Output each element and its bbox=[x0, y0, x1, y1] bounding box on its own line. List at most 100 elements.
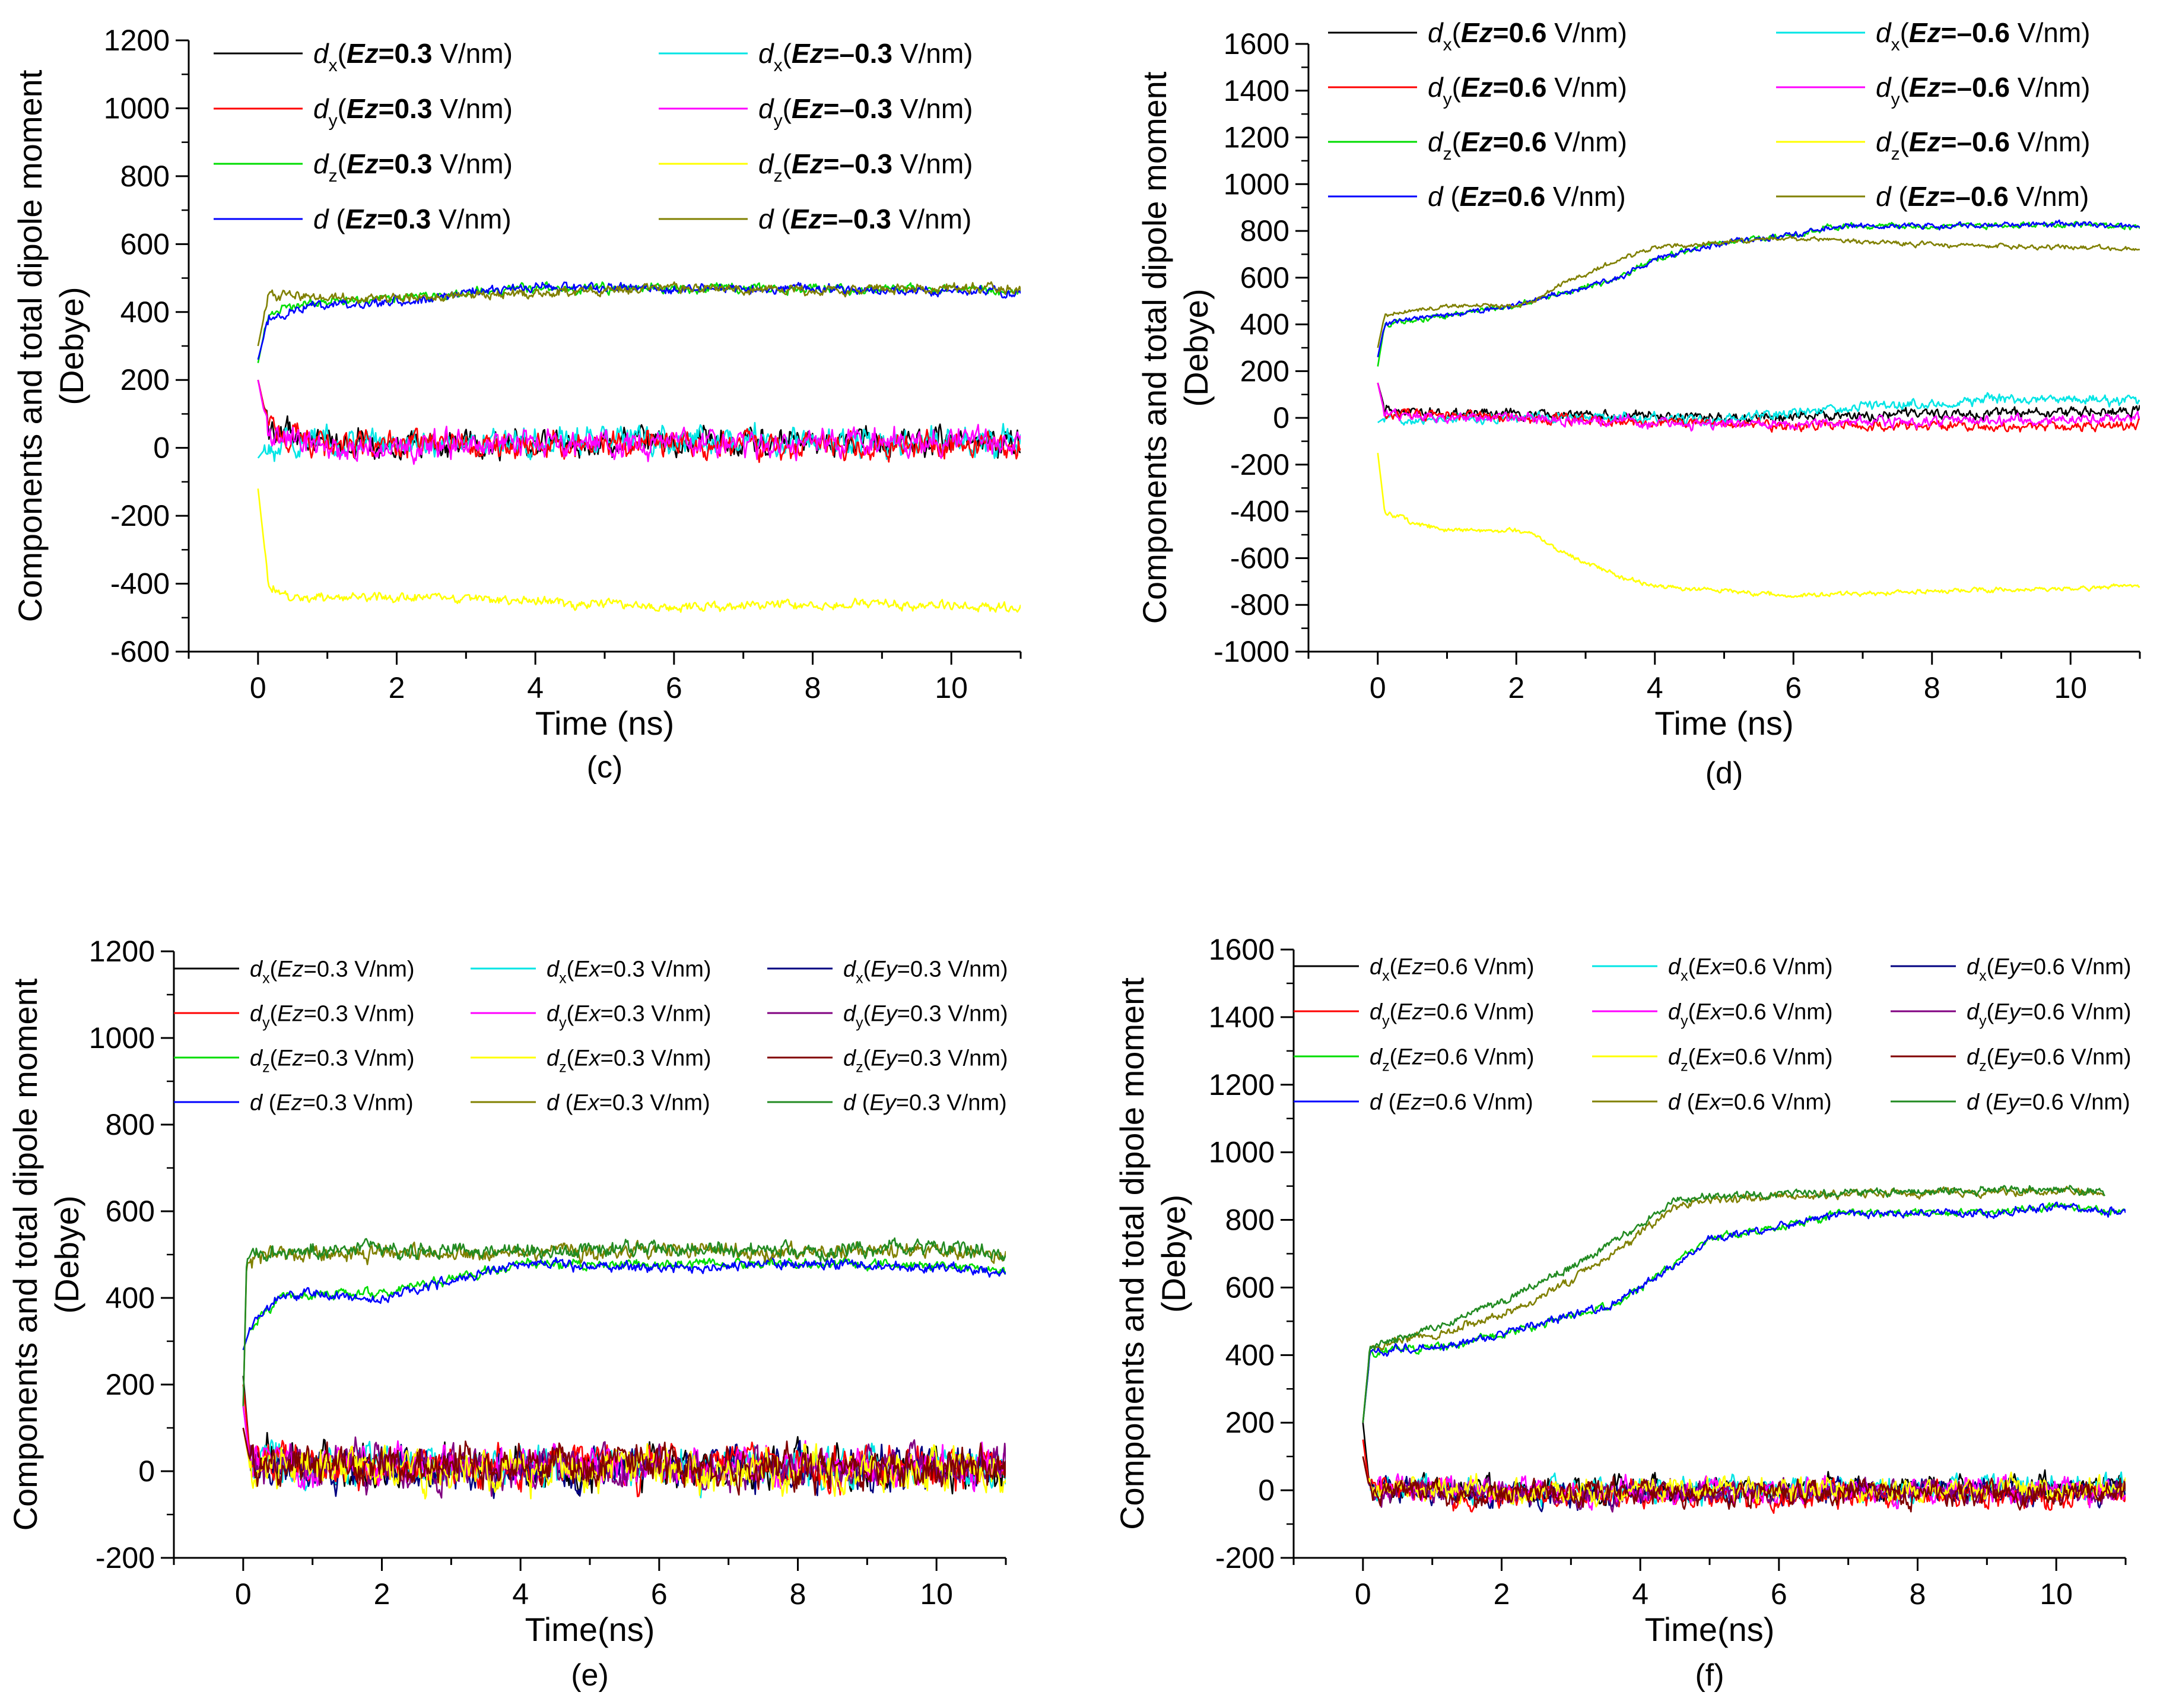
y-tick-label: 1000 bbox=[104, 91, 170, 125]
y-tick-label: 400 bbox=[1240, 308, 1289, 341]
legend-entry: dz(Ex=0.3 V/nm) bbox=[547, 1046, 711, 1075]
x-tick-label: 2 bbox=[389, 671, 405, 704]
legend-entry: d (Ey=0.3 V/nm) bbox=[843, 1090, 1007, 1115]
x-tick-label: 2 bbox=[1494, 1577, 1510, 1611]
legend: dx(Ez=0.6 V/nm) dx(Ez=–0.6 V/nm) dy(Ez=0.6… bbox=[1328, 17, 2090, 212]
y-axis-title: Components and total dipole moment (Debye… bbox=[1136, 71, 1215, 624]
legend-entry: dy(Ez=–0.6 V/nm) bbox=[1876, 72, 2090, 109]
legend-entry: dx(Ez=–0.3 V/nm) bbox=[758, 38, 973, 75]
series-line bbox=[1377, 234, 2140, 348]
y-axis-title-line1: Components and total dipole moment bbox=[11, 69, 49, 622]
y-tick-label: -600 bbox=[1230, 541, 1289, 574]
legend-entry: dy(Ey=0.3 V/nm) bbox=[843, 1001, 1008, 1031]
panel-caption: (f) bbox=[1695, 1658, 1724, 1693]
chart-panel-e: -200 0 200 400 600 800 1000 1200 0 2 4 6 8 10 Time(ns)… bbox=[7, 935, 1008, 1693]
x-tick-label: 8 bbox=[805, 671, 821, 704]
legend-entry: dz(Ez=0.3 V/nm) bbox=[313, 148, 513, 186]
series-line bbox=[242, 1427, 1006, 1496]
series-group bbox=[257, 281, 1021, 613]
legend-entry: dx(Ez=0.3 V/nm) bbox=[313, 38, 513, 75]
legend-entry: d (Ex=0.6 V/nm) bbox=[1668, 1090, 1832, 1115]
series-line bbox=[257, 281, 1021, 347]
legend-entry: dy(Ez=0.6 V/nm) bbox=[1370, 999, 1535, 1029]
y-axis-title-line1: Components and total dipole moment bbox=[7, 978, 44, 1531]
y-tick-label: 200 bbox=[120, 363, 170, 396]
y-tick-label: -400 bbox=[110, 567, 170, 601]
y-axis-title-line2: (Debye) bbox=[48, 1195, 85, 1313]
y-tick-label: 0 bbox=[138, 1455, 155, 1488]
x-tick-label: 4 bbox=[1647, 671, 1663, 704]
y-tick-label: 0 bbox=[1258, 1474, 1275, 1507]
x-tick-label: 8 bbox=[790, 1577, 806, 1611]
y-axis-title-line1: Components and total dipole moment bbox=[1136, 71, 1173, 624]
series-line bbox=[1377, 221, 2140, 367]
series-line bbox=[1362, 1456, 2126, 1513]
legend-entry: d (Ez=0.3 V/nm) bbox=[250, 1090, 414, 1115]
y-tick-label: 400 bbox=[106, 1281, 155, 1315]
legend-entry: d (Ez=0.6 V/nm) bbox=[1370, 1090, 1533, 1115]
legend-entry: dz(Ez=0.6 V/nm) bbox=[1370, 1045, 1535, 1074]
legend-entry: dz(Ex=0.6 V/nm) bbox=[1668, 1045, 1833, 1074]
legend-entry: dy(Ez=0.3 V/nm) bbox=[250, 1001, 415, 1031]
y-tick-label: 0 bbox=[153, 431, 170, 465]
x-tick-label: 10 bbox=[935, 671, 968, 704]
x-tick-label: 4 bbox=[512, 1577, 529, 1611]
x-tick-label: 4 bbox=[1632, 1577, 1648, 1611]
y-tick-label: -1000 bbox=[1214, 635, 1289, 668]
y-tick-label: 1600 bbox=[1224, 27, 1289, 61]
legend-entry: dz(Ez=0.3 V/nm) bbox=[250, 1046, 415, 1075]
legend: dx(Ez=0.3 V/nm) dx(Ez=–0.3 V/nm) dy(Ez=0.3… bbox=[214, 38, 973, 234]
x-axis-title: Time (ns) bbox=[1654, 704, 1793, 742]
x-axis-title: Time(ns) bbox=[1645, 1611, 1775, 1648]
y-tick-label: -200 bbox=[110, 499, 170, 532]
legend-entry: dy(Ez=0.3 V/nm) bbox=[313, 93, 513, 131]
y-tick-label: 1200 bbox=[104, 24, 170, 57]
legend-entry: dx(Ez=–0.6 V/nm) bbox=[1876, 17, 2090, 55]
x-tick-label: 4 bbox=[527, 671, 544, 704]
series-line bbox=[1377, 382, 2140, 433]
y-tick-label: 600 bbox=[1240, 261, 1289, 294]
y-tick-label: 600 bbox=[1225, 1271, 1275, 1304]
series-line bbox=[257, 488, 1021, 613]
series-line bbox=[242, 1256, 1006, 1351]
y-axis-title-line1: Components and total dipole moment bbox=[1113, 977, 1151, 1530]
y-tick-label: -600 bbox=[110, 635, 170, 668]
series-line bbox=[242, 1257, 1006, 1351]
y-tick-label: 1200 bbox=[1209, 1068, 1275, 1101]
x-axis-title: Time (ns) bbox=[535, 704, 674, 742]
legend-entry: dy(Ez=0.6 V/nm) bbox=[1428, 72, 1627, 109]
series-group bbox=[242, 1237, 1006, 1500]
y-tick-label: 200 bbox=[1240, 354, 1289, 388]
panel-caption: (c) bbox=[587, 750, 623, 785]
y-tick-label: -200 bbox=[1215, 1541, 1275, 1574]
y-tick-label: -200 bbox=[1230, 448, 1289, 481]
y-tick-label: 0 bbox=[1273, 401, 1289, 434]
legend-entry: dz(Ez=–0.3 V/nm) bbox=[758, 148, 973, 186]
legend: dx(Ez=0.3 V/nm) dx(Ex=0.3 V/nm) dx(Ey=0.3 … bbox=[174, 957, 1008, 1115]
y-tick-label: 600 bbox=[120, 227, 170, 261]
y-tick-label: 1400 bbox=[1209, 1001, 1275, 1034]
panel-caption: (e) bbox=[571, 1658, 609, 1693]
x-tick-label: 8 bbox=[1924, 671, 1940, 704]
legend-entry: dx(Ex=0.3 V/nm) bbox=[547, 957, 711, 986]
x-tick-label: 0 bbox=[250, 671, 266, 704]
y-tick-label: -200 bbox=[96, 1541, 155, 1574]
y-tick-label: 1200 bbox=[1224, 121, 1289, 154]
legend-entry: d (Ex=0.3 V/nm) bbox=[547, 1090, 710, 1115]
legend-entry: dx(Ey=0.6 V/nm) bbox=[1967, 954, 2132, 984]
series-line bbox=[1362, 1185, 2106, 1423]
legend-entry: dy(Ey=0.6 V/nm) bbox=[1967, 999, 2132, 1029]
y-tick-label: 1400 bbox=[1224, 74, 1289, 107]
legend-entry: dz(Ez=0.6 V/nm) bbox=[1428, 126, 1627, 164]
y-tick-label: 800 bbox=[106, 1108, 155, 1141]
y-tick-label: 1200 bbox=[89, 935, 155, 968]
y-tick-label: 1600 bbox=[1209, 933, 1275, 966]
y-tick-label: -800 bbox=[1230, 588, 1289, 621]
y-axis-title: Components and total dipole moment (Debye… bbox=[11, 69, 90, 622]
legend-entry: d (Ez=–0.3 V/nm) bbox=[758, 204, 971, 234]
y-tick-label: 800 bbox=[1225, 1204, 1275, 1237]
legend-entry: d (Ey=0.6 V/nm) bbox=[1967, 1090, 2130, 1115]
x-tick-label: 8 bbox=[1910, 1577, 1926, 1611]
y-tick-label: 200 bbox=[106, 1368, 155, 1401]
